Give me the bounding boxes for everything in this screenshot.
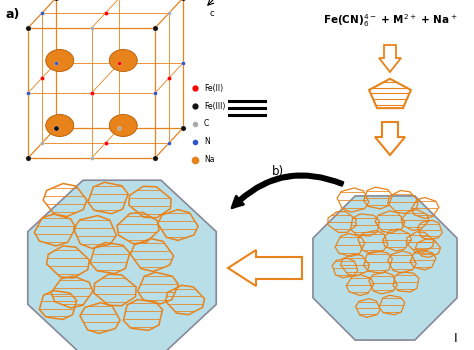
Ellipse shape	[109, 114, 137, 136]
Polygon shape	[379, 45, 401, 72]
Polygon shape	[28, 180, 216, 350]
Text: Fe(II): Fe(II)	[204, 84, 223, 92]
Text: a): a)	[5, 8, 19, 21]
Text: I: I	[454, 332, 458, 345]
Polygon shape	[375, 122, 405, 155]
Polygon shape	[313, 196, 457, 340]
Text: Fe(III): Fe(III)	[204, 102, 225, 111]
Ellipse shape	[109, 49, 137, 71]
Text: c: c	[209, 9, 214, 18]
Text: Fe(CN)$_6^{4-}$ + M$^{2+}$ + Na$^+$: Fe(CN)$_6^{4-}$ + M$^{2+}$ + Na$^+$	[323, 12, 457, 29]
Ellipse shape	[46, 114, 74, 136]
Text: C: C	[204, 119, 209, 128]
Ellipse shape	[46, 49, 74, 71]
Text: b): b)	[272, 165, 284, 178]
Polygon shape	[228, 250, 302, 286]
Text: N: N	[204, 138, 210, 147]
FancyArrowPatch shape	[232, 174, 343, 208]
Text: Na: Na	[204, 155, 215, 164]
